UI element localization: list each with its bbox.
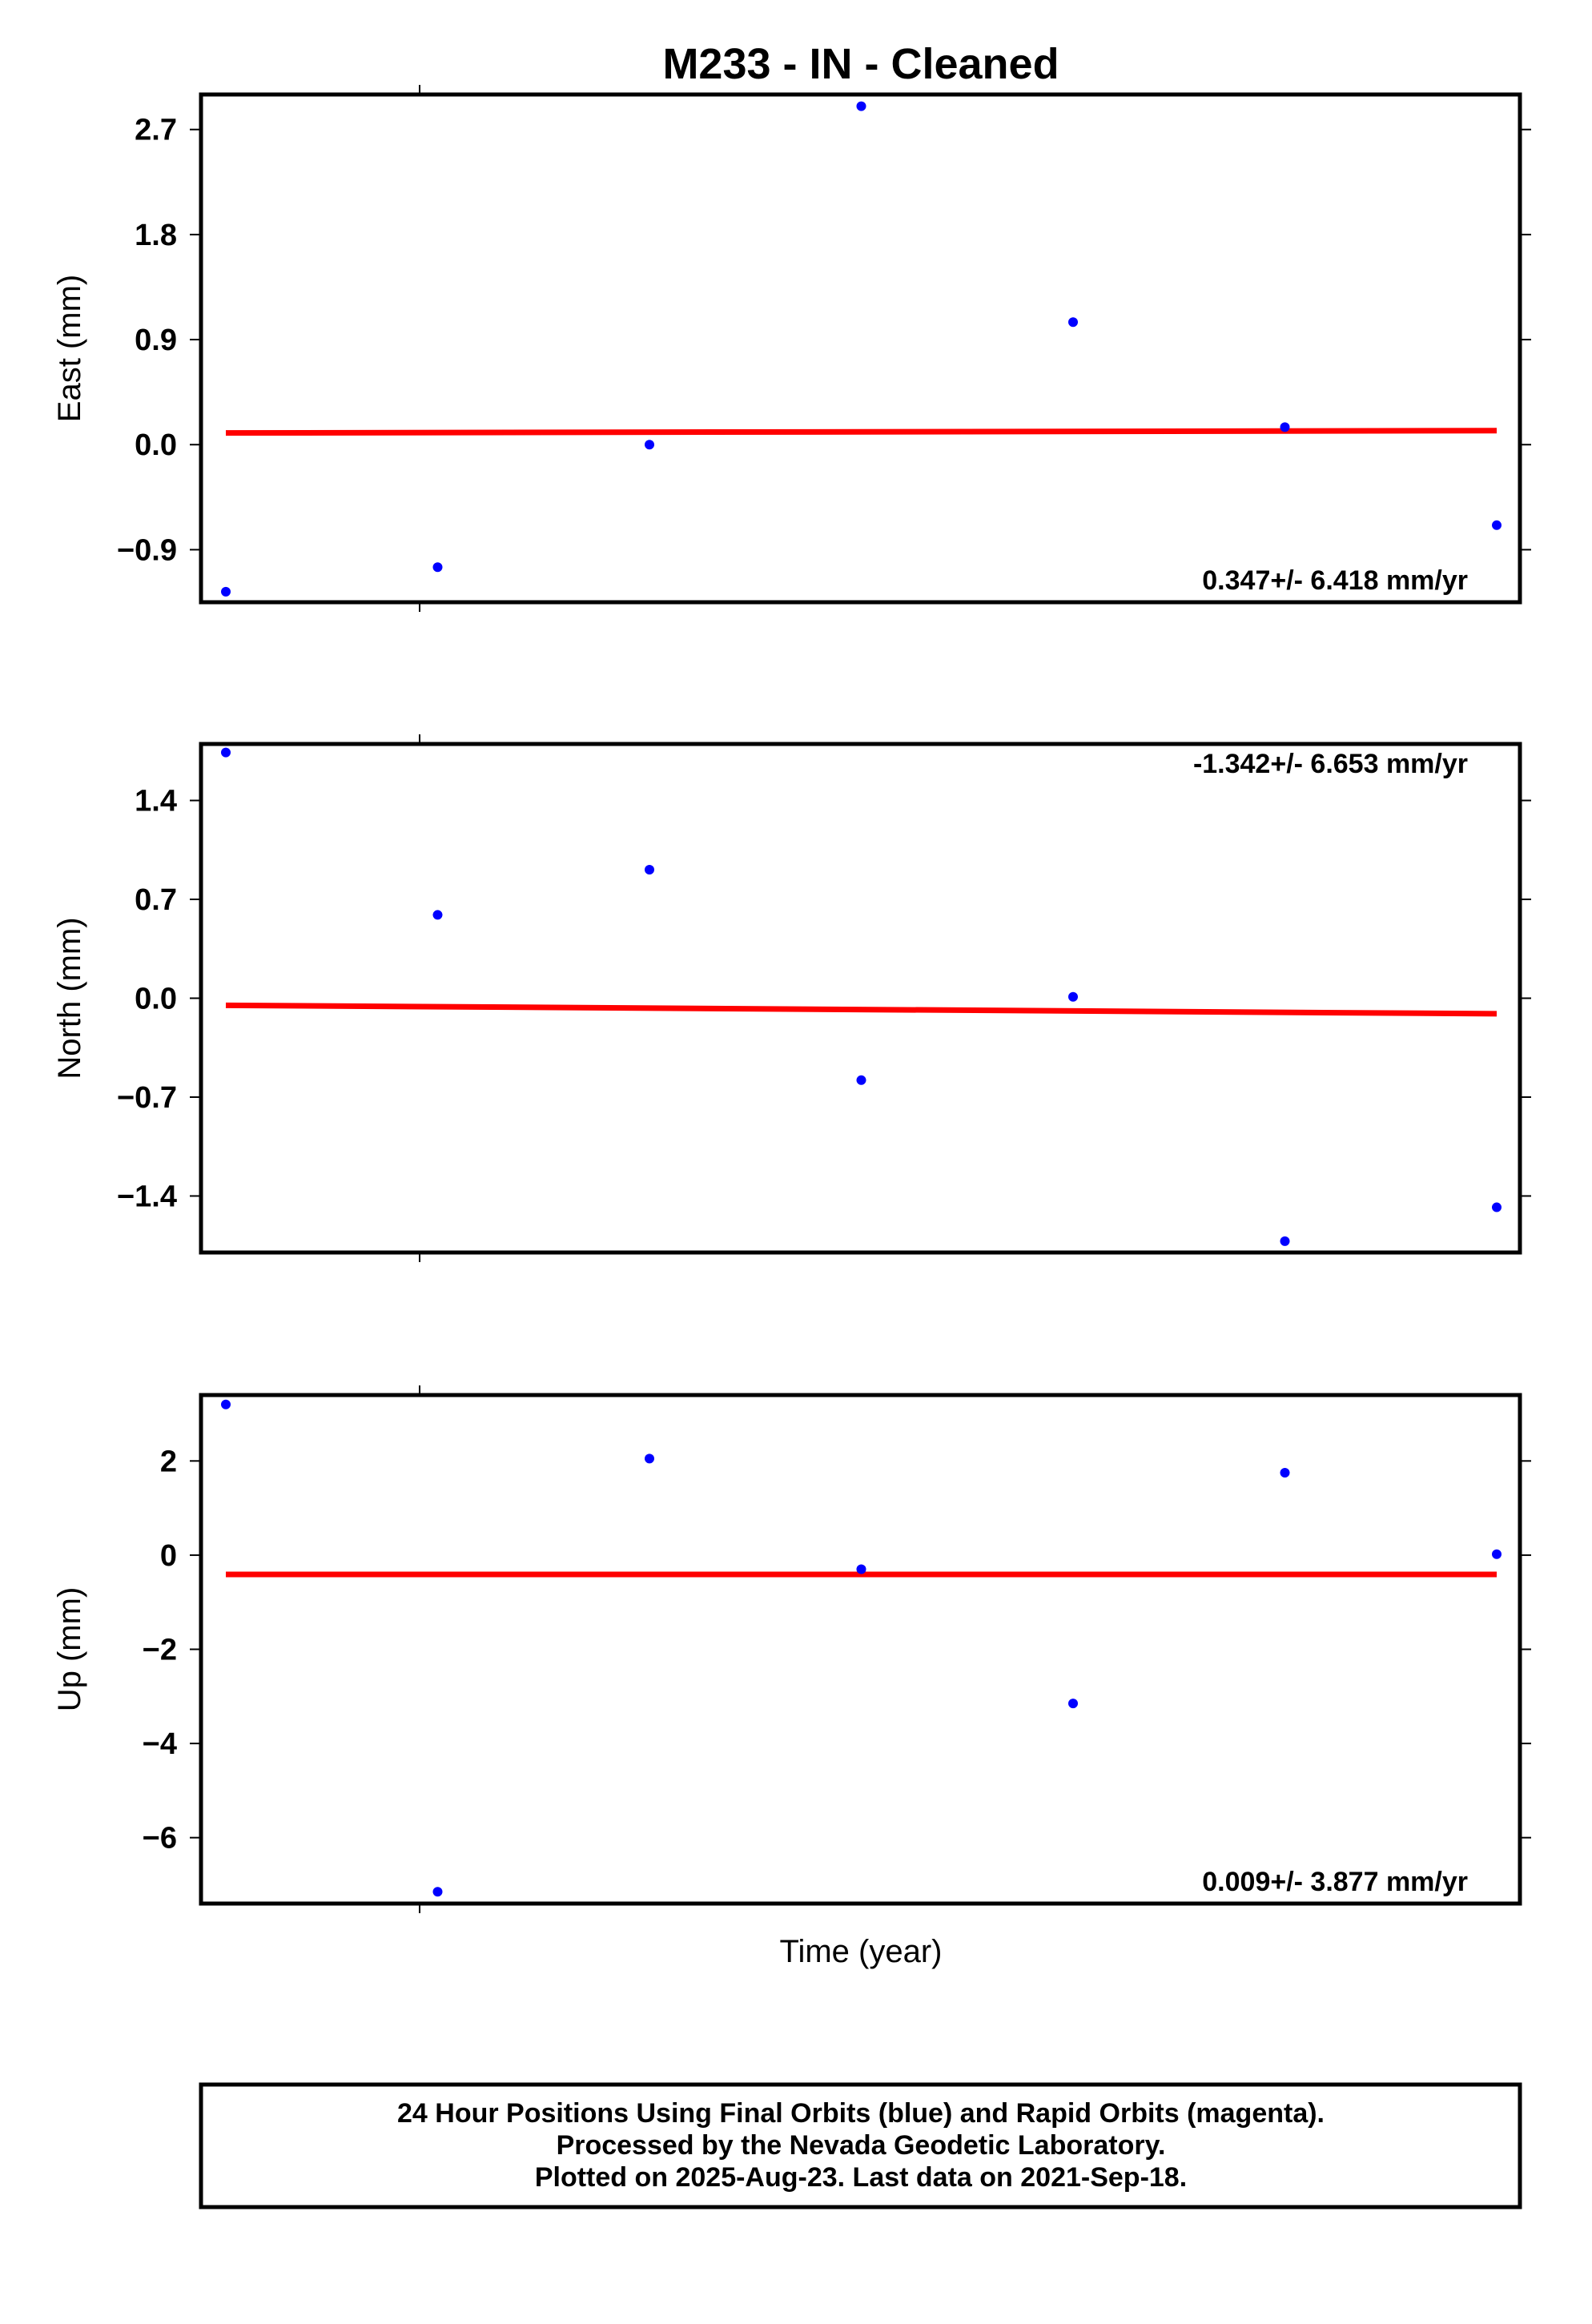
footer-line-2: Processed by the Nevada Geodetic Laborat…	[557, 2130, 1166, 2161]
east-rate-label: 0.347+/- 6.418 mm/yr	[1202, 565, 1468, 596]
north-fit-line	[225, 1002, 1498, 1017]
north-panel: 1.4 0.7 0.0 −0.7 −1.4 North (mm) -1.342+/- 6.6…	[52, 734, 1531, 1262]
east-fit-line	[225, 428, 1498, 436]
up-rate-label: 0.009+/- 3.877 mm/yr	[1202, 1867, 1468, 1897]
east-ytick-label: −0.9	[117, 533, 177, 567]
north-data-point	[221, 747, 231, 758]
north-ytick-label: 1.4	[135, 785, 177, 818]
footer-line-3: Plotted on 2025-Aug-23. Last data on 202…	[535, 2162, 1187, 2193]
north-data-point	[856, 1075, 866, 1085]
east-plot-frame	[199, 92, 1522, 605]
north-data-point	[1492, 1202, 1502, 1212]
up-ytick-label: −4	[143, 1727, 177, 1761]
east-ytick-label: 2.7	[135, 114, 177, 147]
east-ytick-label: 0.0	[135, 428, 177, 462]
up-ytick-label: 2	[160, 1445, 177, 1478]
north-y-axis-label: North (mm)	[52, 917, 87, 1079]
up-data-point	[1068, 1699, 1078, 1709]
east-panel: 2.7 1.8 0.9 0.0 −0.9 East (mm) 0.347+/- 6.418 …	[52, 85, 1531, 612]
east-y-axis-label: East (mm)	[52, 275, 87, 422]
up-ytick-label: −6	[143, 1822, 177, 1856]
footer-line-1: 24 Hour Positions Using Final Orbits (bl…	[397, 2098, 1325, 2129]
footer-box: 24 Hour Positions Using Final Orbits (bl…	[199, 2082, 1522, 2209]
up-ytick-label: 0	[160, 1539, 177, 1573]
up-data-point	[645, 1454, 654, 1464]
up-data-point	[432, 1887, 443, 1897]
north-ytick-label: −0.7	[117, 1081, 177, 1115]
north-data-point	[1068, 991, 1078, 1002]
up-plot-frame	[199, 1393, 1522, 1906]
north-data-point	[432, 910, 443, 920]
east-data-point	[432, 562, 443, 573]
east-data-point	[856, 101, 866, 111]
east-ytick-label: 1.8	[135, 219, 177, 252]
north-plot-frame	[199, 742, 1522, 1255]
up-data-point	[1280, 1468, 1290, 1478]
east-data-point	[1280, 422, 1290, 432]
east-ytick-label: 0.9	[135, 324, 177, 357]
up-data-point	[856, 1564, 866, 1574]
north-ytick-label: −1.4	[117, 1180, 177, 1213]
north-ytick-label: 0.7	[135, 883, 177, 917]
up-ytick-label: −2	[143, 1634, 177, 1667]
up-panel: 2 0 −2 −4 −6 Up (mm) 0.009+/- 3.877 mm/yr	[52, 1385, 1531, 1913]
north-data-point	[1280, 1236, 1290, 1246]
north-rate-label: -1.342+/- 6.653 mm/yr	[1193, 749, 1468, 779]
up-data-point	[1492, 1549, 1502, 1559]
up-y-axis-label: Up (mm)	[52, 1587, 87, 1712]
x-axis-label: Time (year)	[780, 1934, 943, 1969]
east-data-point	[1492, 520, 1502, 530]
chart-title: M233 - IN - Cleaned	[662, 40, 1059, 88]
north-data-point	[645, 864, 654, 875]
up-data-point	[221, 1399, 231, 1409]
panels: 2.7 1.8 0.9 0.0 −0.9 East (mm) 0.347+/- 6.418 …	[52, 85, 1531, 1913]
north-ytick-label: 0.0	[135, 983, 177, 1016]
east-data-point	[645, 440, 654, 450]
east-data-point	[221, 586, 231, 597]
east-data-point	[1068, 317, 1078, 328]
